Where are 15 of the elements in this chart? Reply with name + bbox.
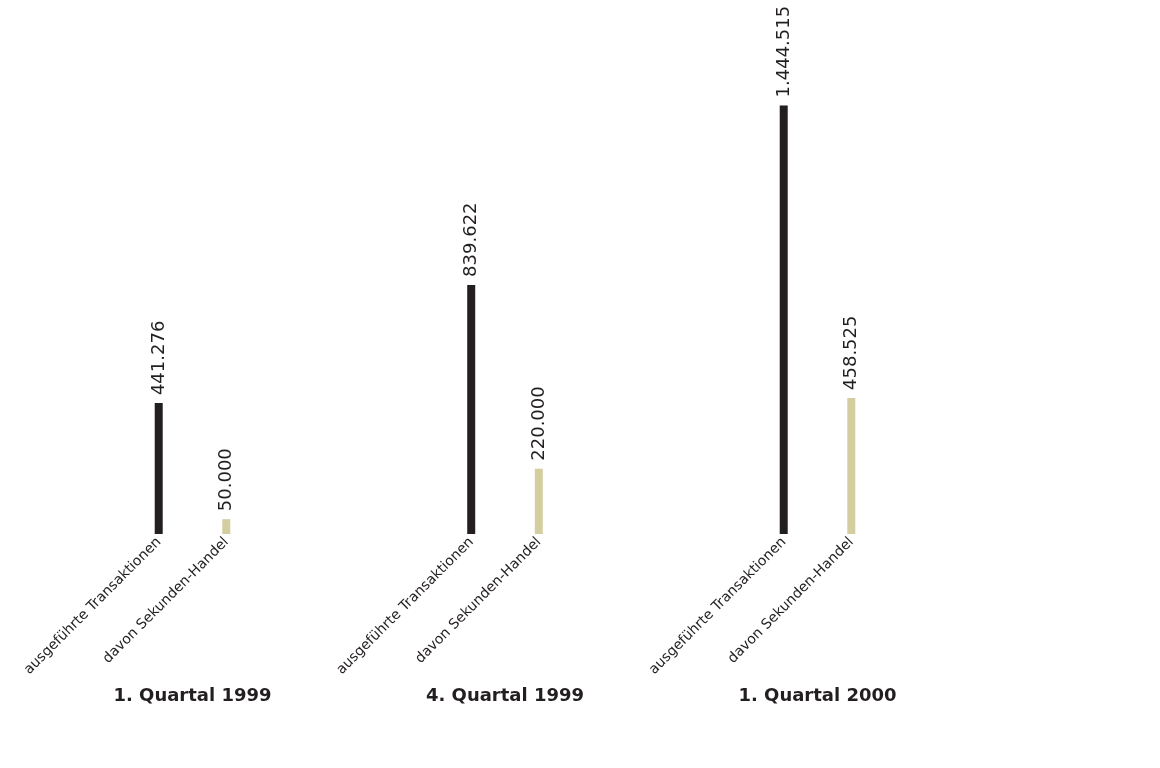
x-tick-label: 1. Quartal 2000: [738, 683, 897, 705]
bar: [779, 105, 788, 534]
data-label: 839.622: [459, 202, 481, 277]
data-label: 1.444.515: [771, 5, 793, 98]
bar: [467, 284, 476, 534]
bar: [222, 519, 231, 534]
data-label: 220.000: [526, 386, 548, 461]
data-label: 441.276: [146, 320, 168, 396]
bar: [154, 403, 163, 534]
x-tick-label: 1. Quartal 1999: [113, 683, 272, 705]
x-tick-label: 4. Quartal 1999: [425, 683, 585, 705]
bar: [847, 397, 856, 534]
data-label: 458.525: [839, 315, 861, 390]
data-label: 50.000: [214, 448, 236, 512]
bar: [534, 468, 543, 534]
